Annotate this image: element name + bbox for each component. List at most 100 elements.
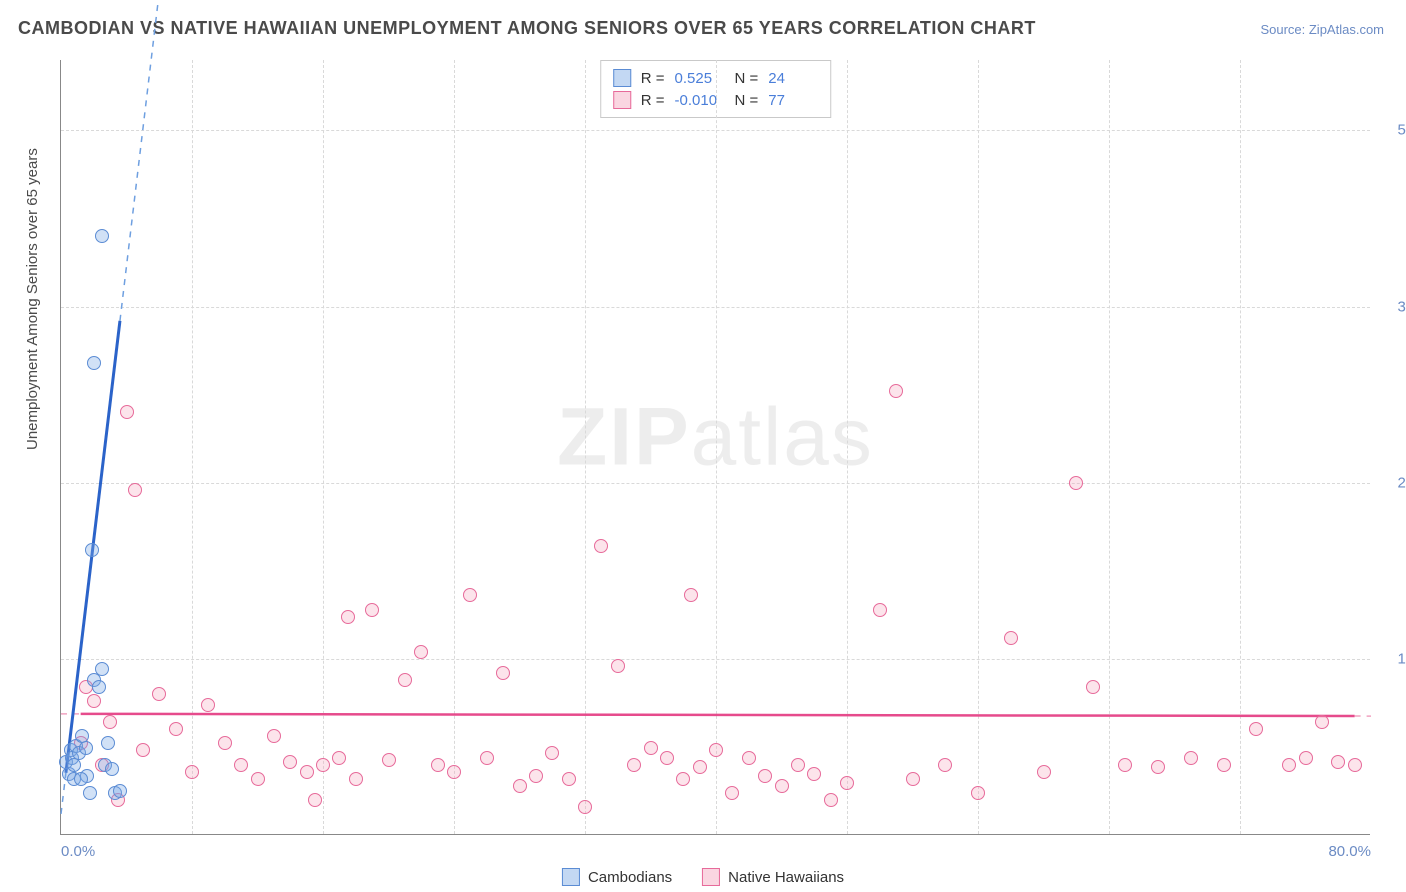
data-point <box>95 662 109 676</box>
data-point <box>349 772 363 786</box>
data-point <box>113 784 127 798</box>
data-point <box>1086 680 1100 694</box>
y-tick-label: 12.5% <box>1380 650 1406 667</box>
data-point <box>1331 755 1345 769</box>
data-point <box>578 800 592 814</box>
data-point <box>889 384 903 398</box>
y-axis-label: Unemployment Among Seniors over 65 years <box>24 148 41 450</box>
legend-label: Native Hawaiians <box>728 869 844 886</box>
data-point <box>480 751 494 765</box>
data-point <box>87 694 101 708</box>
data-point <box>120 405 134 419</box>
data-point <box>1282 758 1296 772</box>
data-point <box>169 722 183 736</box>
data-point <box>101 736 115 750</box>
data-point <box>1118 758 1132 772</box>
data-point <box>300 765 314 779</box>
data-point <box>1217 758 1231 772</box>
data-point <box>382 753 396 767</box>
data-point <box>676 772 690 786</box>
data-point <box>693 760 707 774</box>
data-point <box>725 786 739 800</box>
data-point <box>906 772 920 786</box>
data-point <box>1184 751 1198 765</box>
data-point <box>775 779 789 793</box>
data-point <box>1069 476 1083 490</box>
data-point <box>684 588 698 602</box>
data-point <box>201 698 215 712</box>
y-tick-label: 37.5% <box>1380 298 1406 315</box>
data-point <box>463 588 477 602</box>
data-point <box>92 680 106 694</box>
chart-title: CAMBODIAN VS NATIVE HAWAIIAN UNEMPLOYMEN… <box>18 18 1036 39</box>
data-point <box>594 539 608 553</box>
data-point <box>873 603 887 617</box>
data-point <box>1249 722 1263 736</box>
trend-lines-svg <box>61 60 1371 835</box>
data-point <box>644 741 658 755</box>
data-point <box>136 743 150 757</box>
data-point <box>234 758 248 772</box>
data-point <box>807 767 821 781</box>
data-point <box>152 687 166 701</box>
data-point <box>414 645 428 659</box>
data-point <box>332 751 346 765</box>
data-point <box>87 356 101 370</box>
data-point <box>283 755 297 769</box>
data-point <box>105 762 119 776</box>
data-point <box>128 483 142 497</box>
legend-item-series2: Native Hawaiians <box>702 868 844 886</box>
data-point <box>758 769 772 783</box>
swatch-pink-icon <box>702 868 720 886</box>
data-point <box>742 751 756 765</box>
data-point <box>74 772 88 786</box>
y-tick-label: 50.0% <box>1380 122 1406 139</box>
data-point <box>1348 758 1362 772</box>
data-point <box>218 736 232 750</box>
swatch-blue-icon <box>562 868 580 886</box>
legend-item-series1: Cambodians <box>562 868 672 886</box>
data-point <box>1315 715 1329 729</box>
legend-label: Cambodians <box>588 869 672 886</box>
data-point <box>316 758 330 772</box>
data-point <box>562 772 576 786</box>
data-point <box>791 758 805 772</box>
data-point <box>308 793 322 807</box>
data-point <box>971 786 985 800</box>
y-tick-label: 25.0% <box>1380 474 1406 491</box>
data-point <box>513 779 527 793</box>
data-point <box>660 751 674 765</box>
data-point <box>79 741 93 755</box>
x-tick-label: 80.0% <box>1328 843 1371 860</box>
data-point <box>545 746 559 760</box>
data-point <box>365 603 379 617</box>
data-point <box>85 543 99 557</box>
data-point <box>398 673 412 687</box>
data-point <box>185 765 199 779</box>
data-point <box>447 765 461 779</box>
data-point <box>938 758 952 772</box>
data-point <box>1037 765 1051 779</box>
data-point <box>627 758 641 772</box>
data-point <box>1151 760 1165 774</box>
data-point <box>1004 631 1018 645</box>
data-point <box>83 786 97 800</box>
data-point <box>267 729 281 743</box>
data-point <box>611 659 625 673</box>
data-point <box>95 229 109 243</box>
data-point <box>67 758 81 772</box>
data-point <box>431 758 445 772</box>
data-point <box>251 772 265 786</box>
data-point <box>529 769 543 783</box>
chart-plot-area: ZIPatlas R = 0.525 N = 24 R = -0.010 N =… <box>60 60 1370 835</box>
source-credit: Source: ZipAtlas.com <box>1260 22 1384 37</box>
data-point <box>709 743 723 757</box>
data-point <box>341 610 355 624</box>
legend: Cambodians Native Hawaiians <box>562 868 844 886</box>
data-point <box>103 715 117 729</box>
x-tick-label: 0.0% <box>61 843 95 860</box>
data-point <box>1299 751 1313 765</box>
data-point <box>496 666 510 680</box>
data-point <box>840 776 854 790</box>
data-point <box>824 793 838 807</box>
